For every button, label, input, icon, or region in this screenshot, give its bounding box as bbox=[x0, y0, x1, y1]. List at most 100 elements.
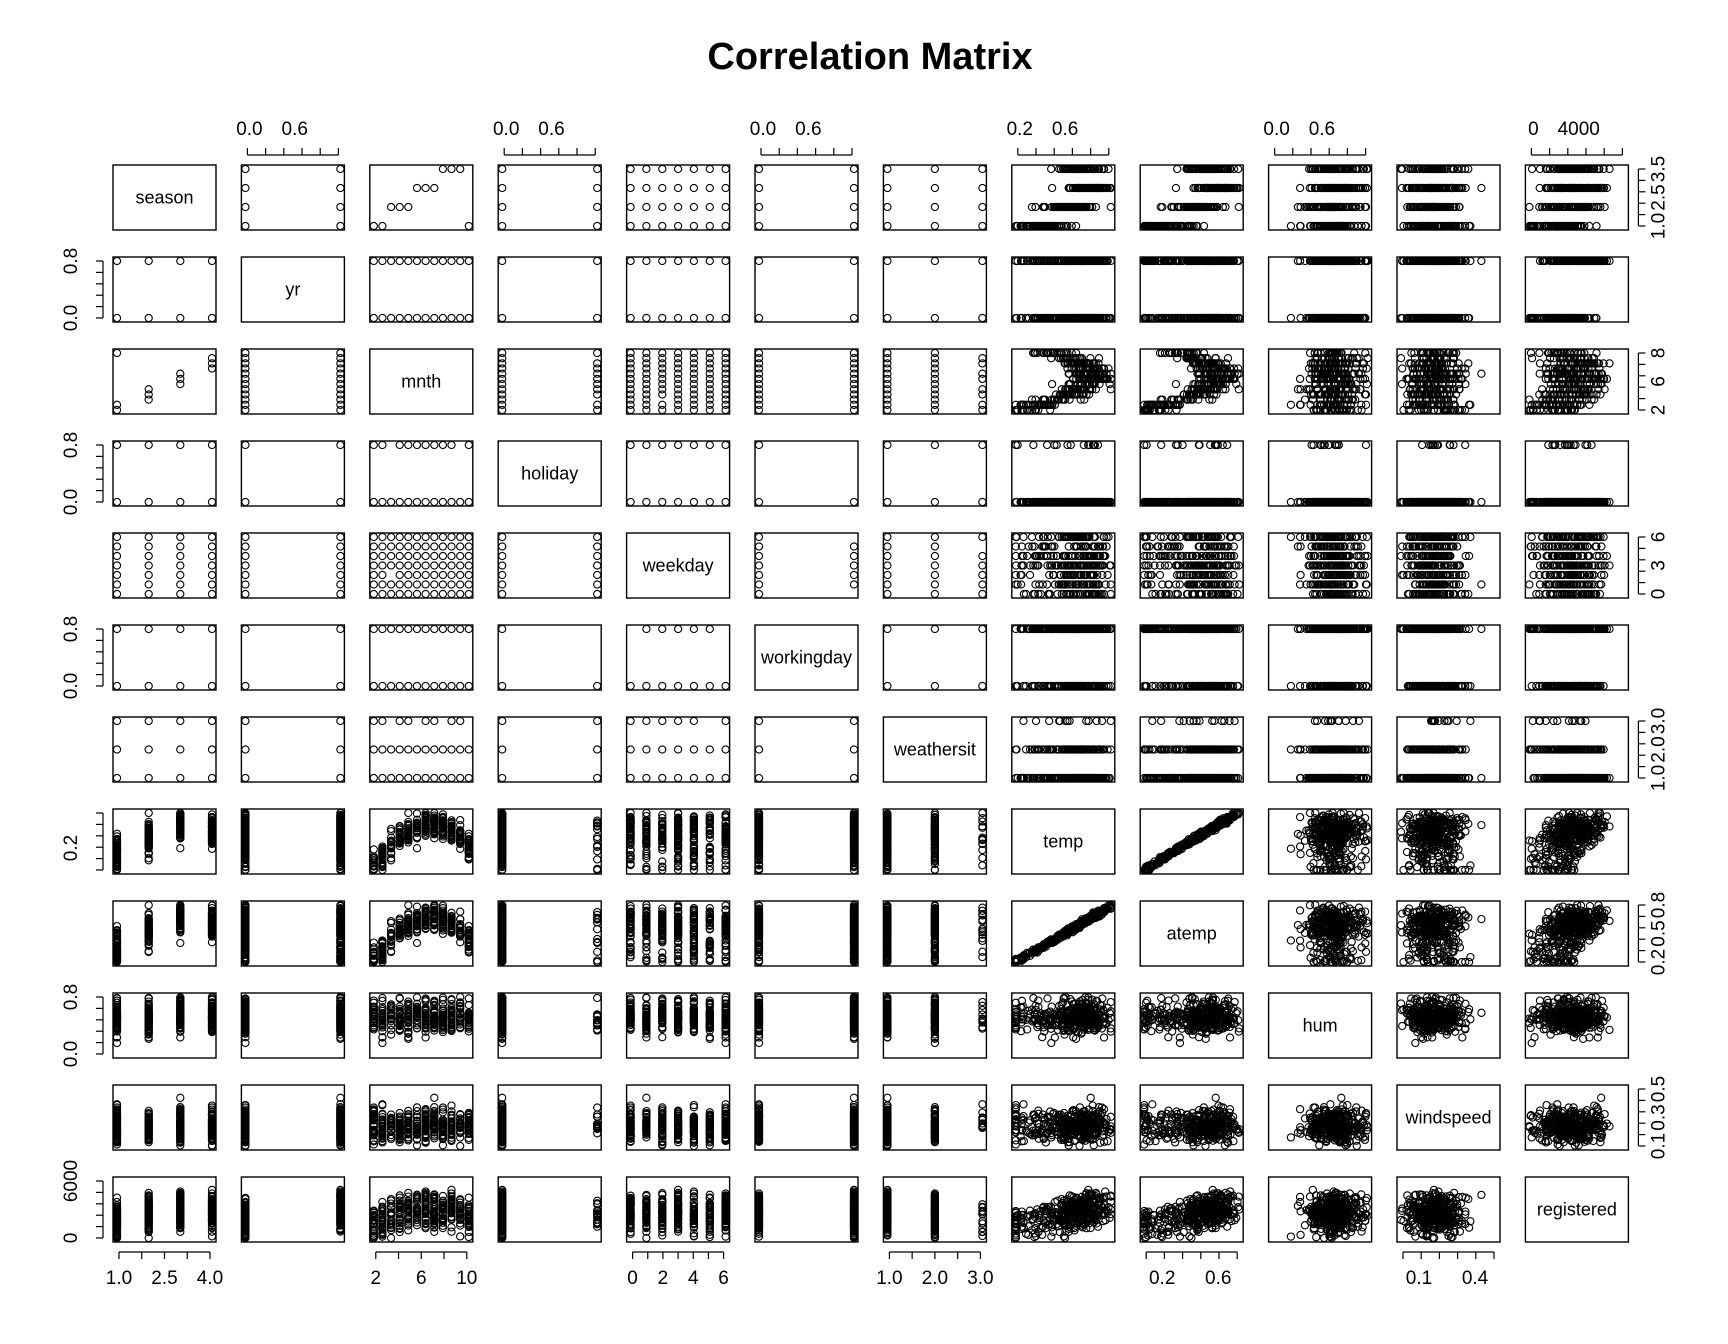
panel-frame bbox=[754, 440, 859, 507]
panel-frame bbox=[754, 348, 859, 415]
data-point bbox=[883, 256, 892, 266]
panel-holiday-vs-mnth bbox=[369, 440, 474, 507]
data-point bbox=[1334, 164, 1344, 174]
data-point bbox=[593, 183, 602, 193]
panel-season-vs-season: season bbox=[112, 164, 217, 231]
data-point bbox=[1535, 359, 1545, 368]
data-point bbox=[930, 395, 940, 404]
data-point bbox=[1068, 202, 1077, 212]
data-point bbox=[593, 221, 602, 231]
data-point bbox=[754, 497, 764, 507]
data-point bbox=[112, 348, 122, 358]
data-point bbox=[1105, 183, 1114, 193]
data-point bbox=[658, 390, 667, 399]
data-point bbox=[1104, 164, 1113, 174]
panel-season-vs-windspeed bbox=[1396, 164, 1501, 231]
data-point bbox=[1347, 202, 1356, 212]
data-point bbox=[673, 497, 683, 507]
data-point bbox=[336, 440, 345, 450]
data-point bbox=[849, 405, 859, 415]
data-point bbox=[207, 354, 217, 363]
data-point bbox=[1345, 221, 1354, 231]
data-point bbox=[1042, 440, 1052, 450]
data-point bbox=[1210, 202, 1220, 212]
data-point bbox=[112, 497, 122, 507]
data-point bbox=[1157, 221, 1167, 231]
data-point bbox=[689, 354, 699, 363]
panel-frame bbox=[1524, 256, 1630, 323]
data-point bbox=[1047, 379, 1057, 389]
data-point bbox=[1182, 202, 1192, 212]
variable-label: yr bbox=[285, 280, 300, 300]
data-point bbox=[673, 379, 683, 389]
data-point bbox=[1063, 202, 1072, 212]
data-point bbox=[642, 395, 651, 404]
data-point bbox=[721, 313, 730, 323]
data-point bbox=[1191, 202, 1200, 212]
panel-yr-vs-holiday bbox=[497, 256, 602, 323]
data-point bbox=[464, 221, 473, 231]
data-point bbox=[705, 256, 714, 266]
data-point bbox=[689, 497, 699, 507]
data-point bbox=[241, 440, 250, 450]
data-point bbox=[1189, 221, 1198, 231]
data-point bbox=[1106, 202, 1115, 212]
data-point bbox=[1057, 221, 1066, 231]
panel-frame bbox=[112, 164, 217, 231]
panel-frame bbox=[497, 256, 602, 323]
data-point bbox=[395, 202, 404, 212]
data-point bbox=[1351, 164, 1360, 174]
data-point bbox=[386, 313, 396, 323]
panel-holiday-vs-windspeed bbox=[1396, 440, 1501, 507]
data-point bbox=[721, 202, 730, 212]
data-point bbox=[438, 440, 448, 450]
panel-holiday-vs-weekday bbox=[625, 440, 731, 507]
data-point bbox=[754, 183, 764, 193]
data-point bbox=[849, 313, 859, 323]
data-point bbox=[447, 256, 456, 266]
data-point bbox=[464, 313, 473, 323]
data-point bbox=[1202, 164, 1211, 174]
data-point bbox=[1527, 354, 1537, 363]
panel-frame bbox=[1396, 256, 1501, 323]
data-point bbox=[1344, 202, 1354, 212]
panel-frame bbox=[1011, 256, 1116, 323]
data-point bbox=[658, 313, 667, 323]
data-point bbox=[849, 497, 859, 507]
data-point bbox=[978, 400, 987, 409]
data-point bbox=[930, 440, 940, 450]
data-point bbox=[721, 183, 730, 193]
panel-frame bbox=[240, 164, 346, 231]
panel-season-vs-mnth bbox=[369, 164, 474, 231]
data-point bbox=[1314, 164, 1323, 174]
data-point bbox=[207, 256, 217, 266]
data-point bbox=[1357, 221, 1366, 231]
data-point bbox=[593, 364, 602, 373]
data-point bbox=[1526, 348, 1536, 358]
data-point bbox=[658, 256, 667, 266]
data-point bbox=[1213, 183, 1223, 193]
data-point bbox=[1213, 202, 1222, 212]
data-point bbox=[1203, 202, 1212, 212]
data-point bbox=[673, 183, 683, 193]
data-point bbox=[642, 385, 651, 394]
data-point bbox=[395, 497, 404, 507]
data-point bbox=[849, 183, 859, 193]
data-point bbox=[689, 256, 699, 266]
panel-holiday-vs-hum bbox=[1267, 440, 1373, 507]
data-point bbox=[642, 221, 651, 231]
data-point bbox=[1309, 164, 1318, 174]
data-point bbox=[1305, 183, 1314, 193]
data-point bbox=[930, 364, 940, 373]
data-point bbox=[1029, 440, 1038, 450]
data-point bbox=[1199, 221, 1209, 231]
data-point bbox=[176, 313, 185, 323]
data-point bbox=[1193, 183, 1202, 193]
panel-mnth-vs-workingday bbox=[754, 348, 859, 415]
data-point bbox=[658, 405, 667, 415]
data-point bbox=[978, 183, 987, 193]
data-point bbox=[883, 221, 892, 231]
data-point bbox=[1053, 202, 1062, 212]
data-point bbox=[1296, 202, 1305, 212]
panel-frame bbox=[240, 348, 346, 415]
